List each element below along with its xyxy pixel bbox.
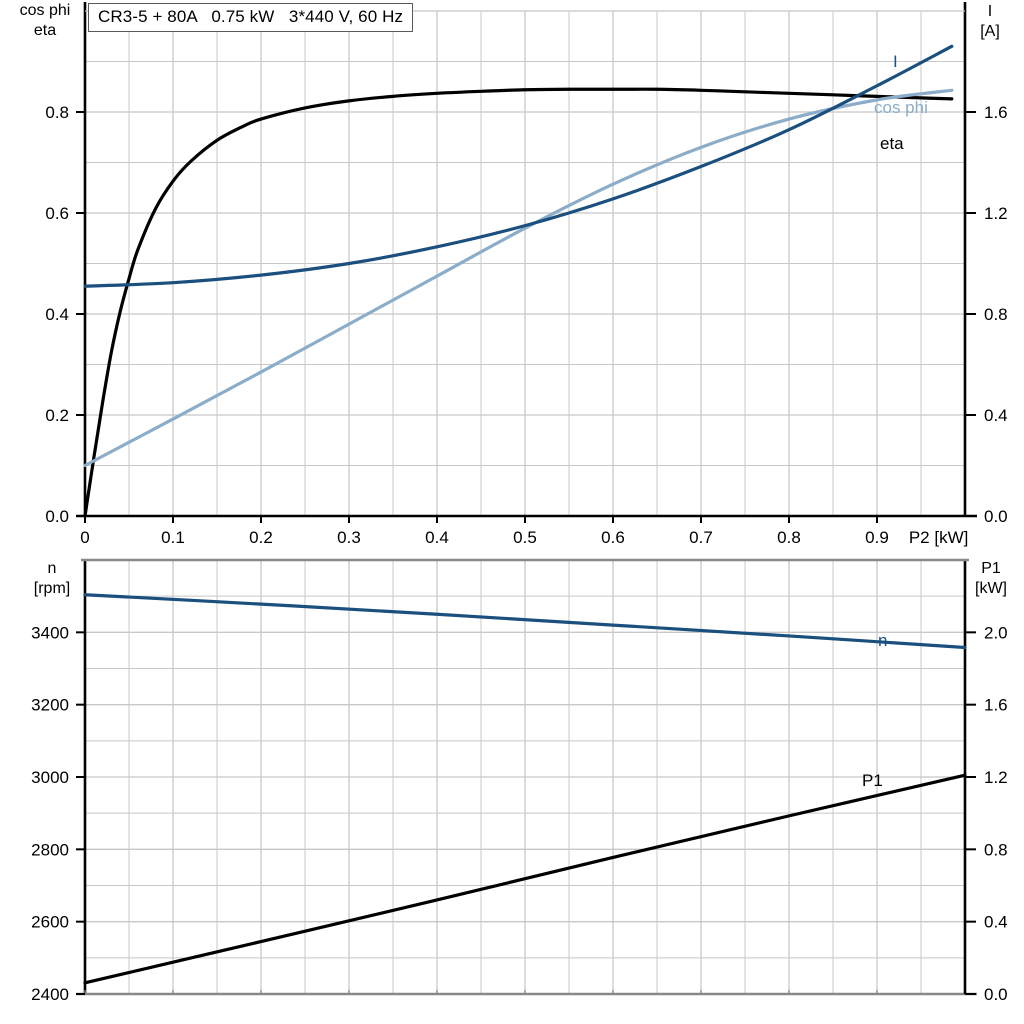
bottom-right-ticks: 0.0 0.4 0.8 1.2 1.6 2.0 [965, 623, 1008, 1004]
x-tick-label: 0.6 [601, 528, 625, 547]
y-left-tick-label: 2800 [31, 840, 69, 859]
curve-label-speed: n [878, 631, 887, 650]
top-axes [76, 2, 977, 518]
top-curves [83, 44, 954, 518]
bottom-axis-titles: n [rpm] P1 [kW] [34, 560, 1007, 597]
y-left-axis-title: n [48, 560, 57, 577]
curve-P1 [83, 773, 967, 985]
y-left-tick-label: 0.8 [45, 103, 69, 122]
bottom-curves [83, 593, 967, 985]
y-left-tick-label: 3000 [31, 768, 69, 787]
y-left-axis-title-2: [rpm] [34, 580, 70, 597]
x-tick-label: 0.1 [161, 528, 185, 547]
y-right-tick-label: 0.4 [984, 406, 1008, 425]
y-right-tick-label: 0.0 [984, 507, 1008, 526]
top-left-ticks: 0.0 0.2 0.4 0.6 0.8 [45, 103, 85, 526]
bottom-curve-labels: n P1 [862, 631, 887, 790]
top-chart-svg: 0 0.1 0.2 0.3 0.4 0.5 0.6 0.7 0.8 0.9 P2 [kW]0.00.… [20, 2, 1008, 547]
y-left-tick-label: 0.0 [45, 507, 69, 526]
curve-label-power: P1 [862, 771, 883, 790]
y-right-axis-title: P1 [981, 560, 1001, 577]
bottom-left-ticks: 2400 2600 2800 3000 3200 3400 [31, 623, 85, 1004]
bottom-gridlines [85, 560, 965, 994]
curve-I [83, 44, 954, 288]
top-chart: 0 0.1 0.2 0.3 0.4 0.5 0.6 0.7 0.8 0.9 P2 [kW] 0.0 0.… [20, 2, 1008, 547]
x-tick-label: 0.2 [249, 528, 273, 547]
bottom-chart: 2400 2600 2800 3000 3200 3400 0.0 0.4 0.8 1.2 1.6 2… [0, 548, 1024, 1024]
y-right-tick-label: 2.0 [984, 623, 1008, 642]
y-left-tick-label: 0.2 [45, 406, 69, 425]
y-left-axis-title: cos phi [20, 2, 71, 19]
y-right-axis-title: I [988, 3, 992, 20]
x-axis-label: P2 [kW] [909, 528, 969, 547]
y-right-tick-label: 1.2 [984, 204, 1008, 223]
curve-label-cosphi: cos phi [874, 98, 928, 117]
curve-label-eta: eta [880, 134, 904, 153]
top-axis-titles: cos phi eta I [A] [20, 2, 1000, 40]
x-tick-label: 0.9 [865, 528, 889, 547]
curve-eta [83, 87, 954, 518]
x-tick-label: 0 [80, 528, 89, 547]
chart-title-box: CR3-5 + 80A 0.75 kW 3*440 V, 60 Hz [88, 3, 414, 32]
curve-label-current: I [893, 52, 898, 71]
y-right-tick-label: 1.6 [984, 696, 1008, 715]
y-right-axis-title-2: [kW] [975, 580, 1007, 597]
x-tick-label: 0.5 [513, 528, 537, 547]
y-left-axis-title-2: eta [34, 22, 56, 39]
top-gridlines [85, 11, 965, 516]
y-right-tick-label: 0.4 [984, 913, 1008, 932]
curve-n [83, 593, 967, 650]
y-left-tick-label: 2400 [31, 985, 69, 1004]
bottom-chart-svg: 2400 2600 2800 3000 3200 3400 0.0 0.4 0.8 1.2 1.6 2… [31, 558, 1008, 1004]
y-left-tick-label: 2600 [31, 913, 69, 932]
y-left-tick-label: 3200 [31, 696, 69, 715]
y-right-tick-label: 1.6 [984, 103, 1008, 122]
y-left-tick-label: 3400 [31, 623, 69, 642]
x-tick-label: 0.3 [337, 528, 361, 547]
y-right-tick-label: 0.8 [984, 305, 1008, 324]
y-right-axis-title-2: [A] [980, 23, 1000, 40]
y-right-tick-label: 0.8 [984, 840, 1008, 859]
y-left-tick-label: 0.6 [45, 204, 69, 223]
y-right-tick-label: 1.2 [984, 768, 1008, 787]
top-right-ticks: 0.0 0.4 0.8 1.2 1.6 [965, 103, 1008, 526]
curve-cos-phi [83, 88, 954, 468]
x-tick-label: 0.4 [425, 528, 449, 547]
x-tick-label: 0.7 [689, 528, 713, 547]
top-x-ticks: 0 0.1 0.2 0.3 0.4 0.5 0.6 0.7 0.8 0.9 P2 [kW] [80, 516, 968, 547]
y-right-tick-label: 0.0 [984, 985, 1008, 1004]
y-left-tick-label: 0.4 [45, 305, 69, 324]
x-tick-label: 0.8 [777, 528, 801, 547]
